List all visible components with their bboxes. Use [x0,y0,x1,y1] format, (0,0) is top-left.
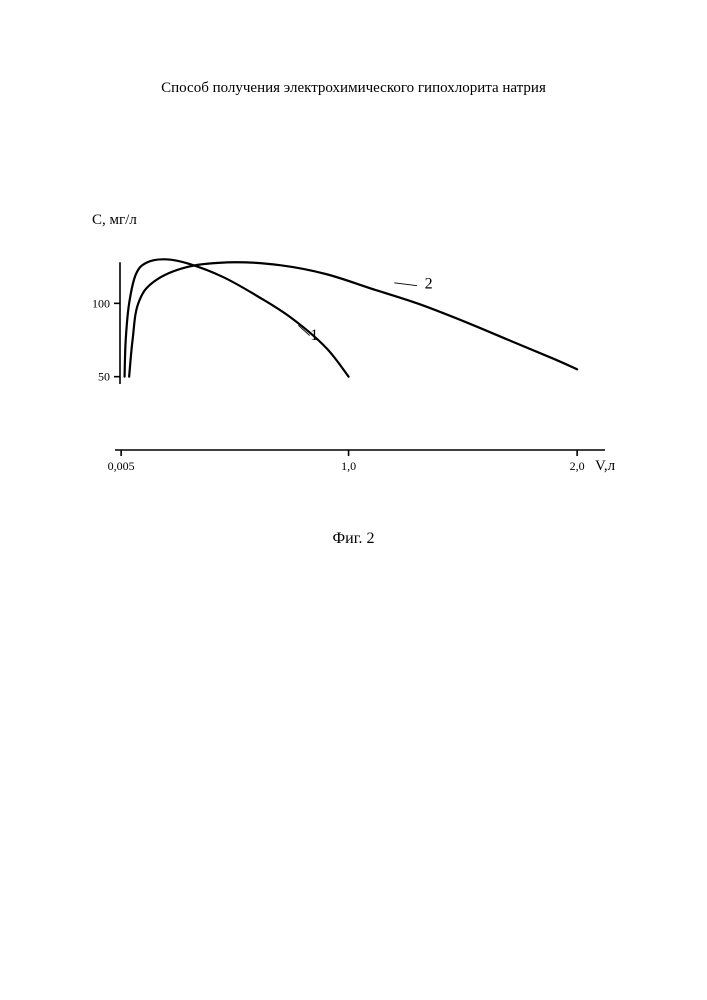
series-label-1: 1 [310,327,318,344]
page-title: Способ получения электрохимического гипо… [0,80,707,97]
x-axis-label: V,л [595,458,616,474]
y-tick-label: 50 [98,370,110,384]
figure-caption: Фиг. 2 [0,530,707,548]
x-tick-label: 1,0 [341,459,356,473]
series-2 [129,262,577,376]
y-axis-label: С, мг/л [92,212,137,228]
line-chart: С, мг/л 50 100 0,005 1,0 2,0 V,л 1 2 [60,200,620,500]
x-tick-label: 2,0 [570,459,585,473]
y-tick-label: 100 [92,296,110,310]
chart-container: С, мг/л 50 100 0,005 1,0 2,0 V,л 1 2 [60,200,620,505]
series-1 [125,259,349,376]
leader-line [394,283,417,286]
series-label-2: 2 [425,276,433,293]
x-tick-label: 0,005 [108,459,135,473]
